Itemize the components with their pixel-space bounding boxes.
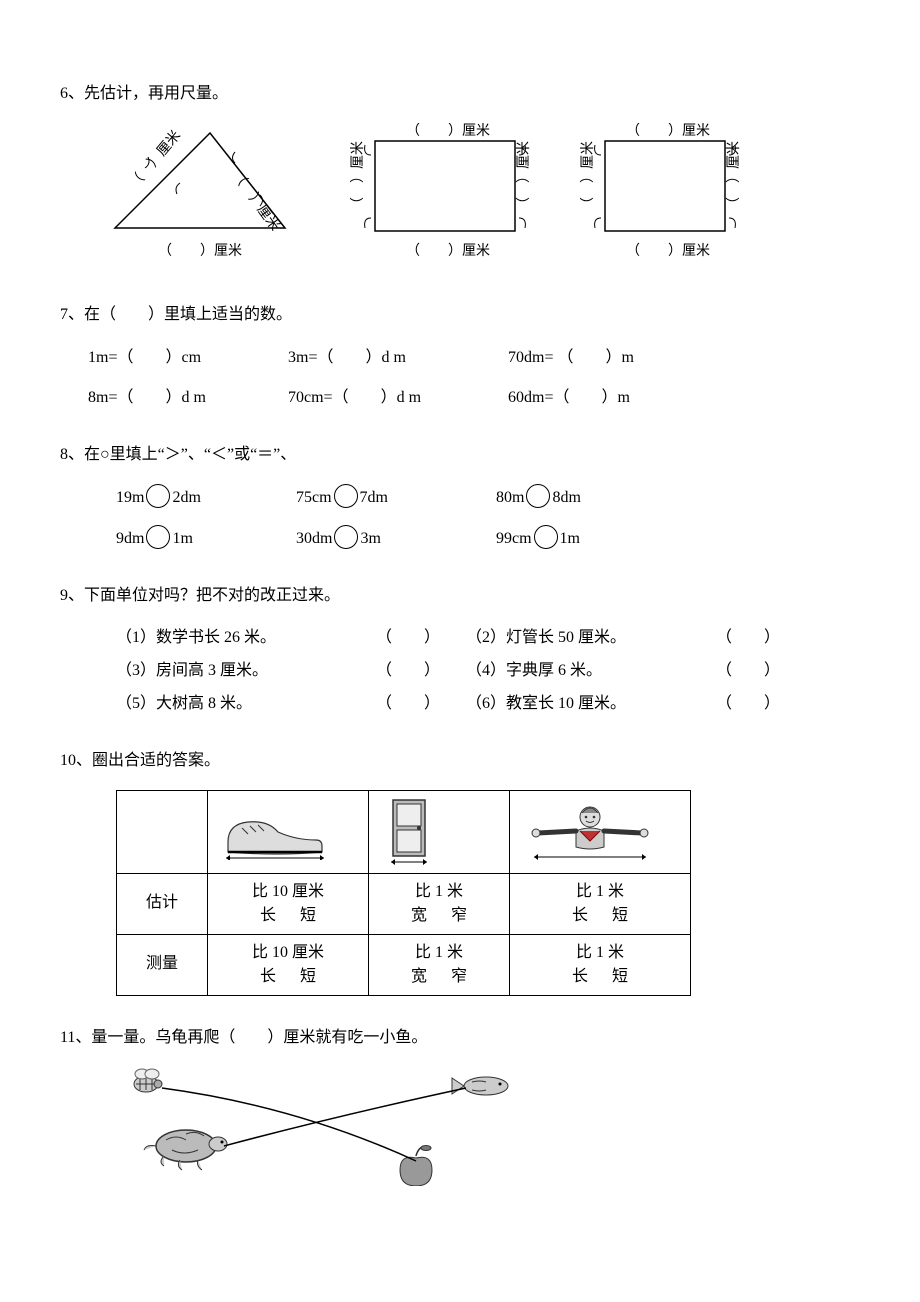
svg-text:（ ）厘米: （ ）厘米 <box>406 243 490 259</box>
q7-item: 70cm=（ ）d m <box>288 384 508 413</box>
q10-option[interactable]: 短 <box>612 904 628 928</box>
q10-option[interactable]: 窄 <box>451 904 467 928</box>
q10-row: 测量比 10 厘米长短比 1 米宽窄比 1 米长短 <box>117 934 691 995</box>
svg-text:（ ）厘米: （ ）厘米 <box>726 141 742 211</box>
compare-circle[interactable] <box>526 484 550 508</box>
q10-option[interactable]: 长 <box>572 965 588 989</box>
q7-row: 8m=（ ）d m70cm=（ ）d m60dm=（ ）m <box>88 384 860 413</box>
svg-text:（ ）厘米: （ ）厘米 <box>158 243 242 259</box>
q7-row: 1m=（ ）cm3m=（ ）d m70dm= （ ）m <box>88 344 860 373</box>
q9-blank[interactable]: （ ） <box>716 657 786 686</box>
q10-cell: 比 1 米宽窄 <box>369 873 510 934</box>
apple-icon <box>400 1146 432 1187</box>
door-icon <box>379 798 439 866</box>
compare-circle[interactable] <box>334 525 358 549</box>
svg-text:（ ）厘米: （ ）厘米 <box>350 141 366 211</box>
svg-text:（ ）厘米: （ ）厘米 <box>406 123 490 139</box>
turtle-icon <box>144 1130 227 1170</box>
q8-item: 19m2dm <box>116 484 296 513</box>
compare-circle[interactable] <box>534 525 558 549</box>
compare-circle[interactable] <box>146 484 170 508</box>
q7-item: 60dm=（ ）m <box>508 384 728 413</box>
q10-option[interactable]: 窄 <box>451 965 467 989</box>
q9-blank[interactable]: （ ） <box>376 690 466 719</box>
q10-row-label: 估计 <box>117 873 208 934</box>
compare-circle[interactable] <box>334 484 358 508</box>
q10-cell: 比 10 厘米长短 <box>208 934 369 995</box>
compare-circle[interactable] <box>146 525 170 549</box>
q8-item: 75cm7dm <box>296 484 496 513</box>
q10-option[interactable]: 长 <box>260 965 276 989</box>
q9-statement: （5）大树高 8 米。 <box>116 690 376 719</box>
svg-text:（ ）厘米: （ ）厘米 <box>580 141 596 211</box>
shoe-icon <box>218 804 328 860</box>
question-10: 10、圈出合适的答案。 <box>60 747 860 996</box>
q10-row-label: 测量 <box>117 934 208 995</box>
q7-item: 70dm= （ ）m <box>508 344 728 373</box>
question-7: 7、在（ ）里填上适当的数。 1m=（ ）cm3m=（ ）d m70dm= （ … <box>60 301 860 413</box>
q9-title: 9、下面单位对吗？把不对的改正过来。 <box>60 582 860 611</box>
q8-item: 30dm3m <box>296 525 496 554</box>
q11-title: 11、量一量。乌龟再爬（ ）厘米就有吃一小鱼。 <box>60 1024 860 1053</box>
q7-item: 1m=（ ）cm <box>88 344 288 373</box>
q10-option[interactable]: 短 <box>300 904 316 928</box>
q9-blank[interactable]: （ ） <box>376 624 466 653</box>
svg-text:（ ）厘米: （ ）厘米 <box>626 243 710 259</box>
q7-title: 7、在（ ）里填上适当的数。 <box>60 301 860 330</box>
q10-option[interactable]: 短 <box>612 965 628 989</box>
q9-blank[interactable]: （ ） <box>716 624 786 653</box>
q9-row: （1）数学书长 26 米。（ ）（2）灯管长 50 厘米。（ ） <box>60 624 860 653</box>
q9-statement: （4）字典厚 6 米。 <box>466 657 716 686</box>
q6-title: 6、先估计，再用尺量。 <box>60 80 860 109</box>
q6-rect2: （ ）厘米 （ ）厘米 （ ）厘米 （ ）厘米 <box>580 123 755 273</box>
question-9: 9、下面单位对吗？把不对的改正过来。 （1）数学书长 26 米。（ ）（2）灯管… <box>60 582 860 719</box>
q9-row: （3）房间高 3 厘米。（ ）（4）字典厚 6 米。（ ） <box>60 657 860 686</box>
svg-text:（ ）厘米: （ ）厘米 <box>516 141 532 211</box>
q10-title: 10、圈出合适的答案。 <box>60 747 860 776</box>
q10-table: 估计比 10 厘米长短比 1 米宽窄比 1 米长短测量比 10 厘米长短比 1 … <box>116 790 691 996</box>
q10-option[interactable]: 宽 <box>411 965 427 989</box>
question-6: 6、先估计，再用尺量。 （ ）厘米 （ ）厘米 （ ）厘米 <box>60 80 860 273</box>
q9-statement: （3）房间高 3 厘米。 <box>116 657 376 686</box>
q8-item: 80m8dm <box>496 484 696 513</box>
q9-statement: （2）灯管长 50 厘米。 <box>466 624 716 653</box>
q11-figure <box>60 1066 860 1186</box>
q9-statement: （1）数学书长 26 米。 <box>116 624 376 653</box>
q6-shapes: （ ）厘米 （ ）厘米 （ ）厘米 （ ）厘米 （ ）厘米 （ ）厘米 （ ）厘… <box>60 123 860 273</box>
q10-cell: 比 1 米宽窄 <box>369 934 510 995</box>
q10-cell: 比 1 米长短 <box>510 934 691 995</box>
q8-item: 99cm1m <box>496 525 696 554</box>
q7-item: 3m=（ ）d m <box>288 344 508 373</box>
svg-text:（ ）厘米: （ ）厘米 <box>229 168 283 234</box>
q9-blank[interactable]: （ ） <box>716 690 786 719</box>
q7-item: 8m=（ ）d m <box>88 384 288 413</box>
q9-blank[interactable]: （ ） <box>376 657 466 686</box>
q8-item: 9dm1m <box>116 525 296 554</box>
q8-row: 9dm1m30dm3m99cm1m <box>116 525 860 554</box>
q10-cell: 比 1 米长短 <box>510 873 691 934</box>
q10-cell: 比 10 厘米长短 <box>208 873 369 934</box>
svg-text:（ ）厘米: （ ）厘米 <box>127 127 184 191</box>
q8-title: 8、在○里填上“＞”、“＜”或“＝”、 <box>60 441 860 470</box>
q10-option[interactable]: 长 <box>260 904 276 928</box>
question-11: 11、量一量。乌龟再爬（ ）厘米就有吃一小鱼。 <box>60 1024 860 1187</box>
q9-statement: （6）教室长 10 厘米。 <box>466 690 716 719</box>
q10-option[interactable]: 宽 <box>411 904 427 928</box>
q10-option[interactable]: 长 <box>572 904 588 928</box>
bee-icon <box>134 1069 162 1092</box>
q6-rect1: （ ）厘米 （ ）厘米 （ ）厘米 （ ）厘米 <box>350 123 540 273</box>
q10-image-row <box>117 790 691 873</box>
fish-icon <box>452 1077 508 1095</box>
child-arms-icon <box>520 801 660 863</box>
q8-row: 19m2dm75cm7dm80m8dm <box>116 484 860 513</box>
svg-text:（ ）厘米: （ ）厘米 <box>626 123 710 139</box>
question-8: 8、在○里填上“＞”、“＜”或“＝”、 19m2dm75cm7dm80m8dm 9… <box>60 441 860 553</box>
q9-row: （5）大树高 8 米。（ ）（6）教室长 10 厘米。（ ） <box>60 690 860 719</box>
q10-row: 估计比 10 厘米长短比 1 米宽窄比 1 米长短 <box>117 873 691 934</box>
q10-option[interactable]: 短 <box>300 965 316 989</box>
q6-triangle: （ ）厘米 （ ）厘米 （ ）厘米 <box>100 123 310 273</box>
